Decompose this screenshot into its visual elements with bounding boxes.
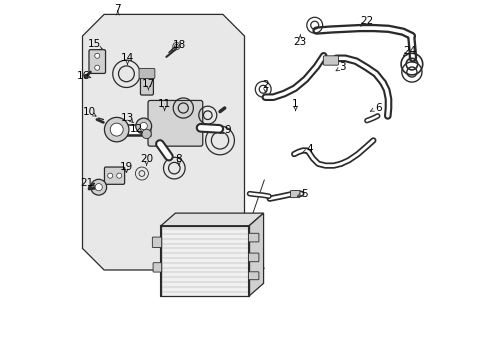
FancyBboxPatch shape — [104, 167, 124, 184]
Text: 12: 12 — [130, 123, 143, 134]
Text: 10: 10 — [82, 107, 95, 117]
FancyBboxPatch shape — [153, 263, 162, 272]
Text: 11: 11 — [158, 99, 171, 109]
Bar — [161, 226, 249, 296]
Circle shape — [95, 65, 100, 70]
Text: 6: 6 — [374, 103, 381, 113]
Text: 4: 4 — [306, 144, 313, 154]
FancyBboxPatch shape — [148, 100, 203, 146]
FancyBboxPatch shape — [140, 74, 153, 95]
Text: 21: 21 — [80, 178, 93, 188]
Text: 22: 22 — [360, 16, 373, 26]
Polygon shape — [161, 213, 263, 226]
Text: 9: 9 — [224, 125, 230, 135]
Text: 23: 23 — [293, 37, 306, 48]
FancyBboxPatch shape — [323, 56, 338, 65]
Text: 24: 24 — [403, 46, 416, 56]
FancyBboxPatch shape — [248, 253, 258, 262]
FancyBboxPatch shape — [139, 68, 155, 78]
Text: 19: 19 — [120, 162, 133, 172]
Circle shape — [104, 117, 129, 142]
Text: 18: 18 — [172, 40, 185, 50]
Circle shape — [110, 123, 123, 136]
Text: 1: 1 — [292, 99, 298, 109]
Text: 17: 17 — [142, 78, 155, 89]
FancyBboxPatch shape — [290, 190, 299, 198]
Circle shape — [140, 122, 147, 130]
Text: 5: 5 — [301, 189, 307, 199]
Polygon shape — [249, 213, 263, 296]
Circle shape — [95, 184, 102, 191]
Text: 20: 20 — [140, 154, 153, 164]
FancyBboxPatch shape — [248, 272, 258, 280]
Circle shape — [91, 179, 106, 195]
Text: 15: 15 — [87, 39, 101, 49]
Circle shape — [142, 129, 151, 139]
FancyBboxPatch shape — [152, 237, 162, 248]
Text: 14: 14 — [121, 53, 134, 63]
Text: 3: 3 — [338, 62, 345, 72]
Circle shape — [107, 173, 113, 178]
FancyBboxPatch shape — [89, 50, 105, 73]
Text: 8: 8 — [175, 154, 182, 164]
Text: 16: 16 — [77, 71, 90, 81]
Circle shape — [117, 173, 122, 178]
Text: 13: 13 — [121, 113, 134, 123]
Polygon shape — [82, 14, 244, 270]
Circle shape — [95, 53, 100, 58]
Text: 2: 2 — [262, 80, 268, 90]
Text: 7: 7 — [114, 4, 121, 14]
FancyBboxPatch shape — [248, 233, 258, 242]
Circle shape — [136, 118, 151, 134]
